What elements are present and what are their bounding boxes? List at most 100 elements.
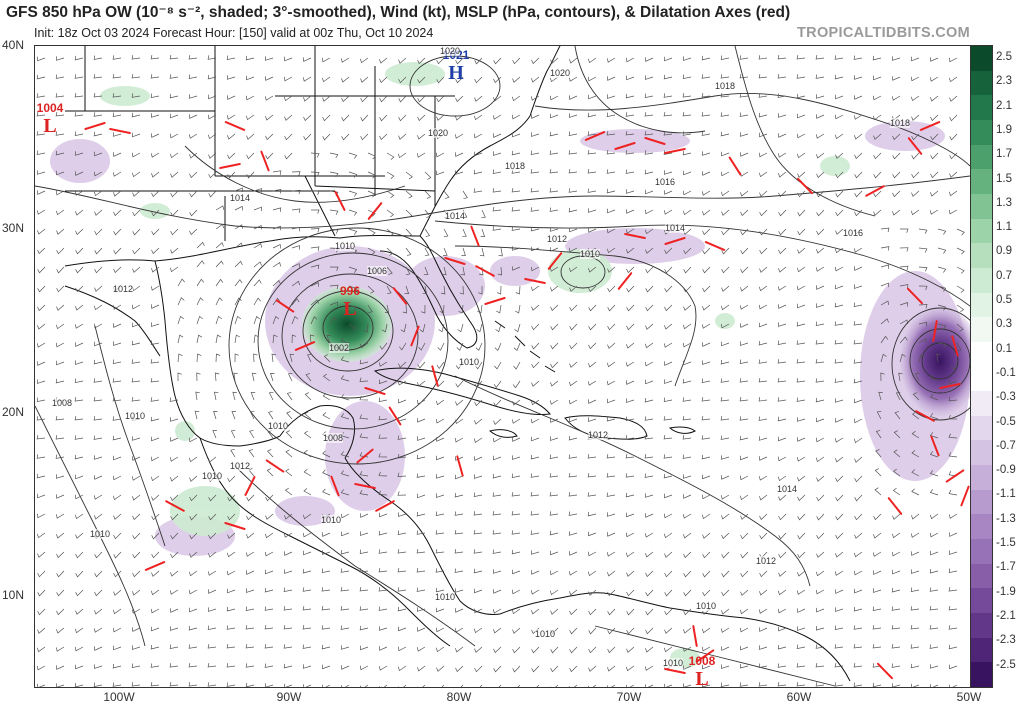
dilatation-axis-segment [84,122,106,130]
wind-barb [739,304,749,310]
wind-barb [36,209,46,215]
wind-barb [606,473,616,478]
dilatation-axis-segment [695,649,715,663]
wind-barb [291,189,301,195]
wind-barb [815,321,825,327]
wind-barb [644,342,654,349]
wind-barb [131,456,141,461]
wind-barb [815,456,825,463]
wind-barb [359,489,369,496]
wind-barb [397,587,407,592]
wind-barb [177,353,183,363]
wind-barb [568,150,578,155]
dilatation-axis-segment [614,142,636,150]
wind-barb [645,285,654,293]
wind-barb [682,494,692,499]
wind-barb [530,169,540,174]
wind-barb [253,188,262,193]
wind-barb [739,171,749,177]
wind-barb [606,188,616,194]
wind-barb [645,589,654,597]
wind-barb [664,551,673,558]
wind-barb [853,570,863,576]
wind-barb [492,226,502,231]
wind-barb [948,606,958,611]
wind-barb [918,266,928,272]
wind-barb [420,304,426,314]
colorbar-tick-label: -0.7 [996,439,1016,452]
wind-barb [455,399,464,406]
wind-barb [248,449,255,458]
wind-barb [956,323,964,332]
isobar-label: 1014 [665,223,686,233]
wind-barb [75,589,84,597]
wind-barb [367,304,373,314]
wind-barb [268,410,274,420]
wind-barb [55,513,65,519]
wind-barb [417,493,426,499]
wind-barb [569,342,578,350]
wind-barb [720,494,730,500]
wind-barb [455,170,464,175]
wind-barb [249,410,255,420]
wind-barb [739,132,749,137]
wind-barb [493,380,502,388]
wind-barb [113,266,122,274]
wind-barb [625,492,635,498]
colorbar-tick-label: -2.1 [996,609,1016,622]
wind-barb [914,372,920,382]
wind-barb [893,468,901,477]
wind-barb [816,303,825,308]
wind-barb [253,206,262,212]
wind-barb [416,549,426,554]
wind-barb [816,171,825,179]
wind-barb [170,171,179,178]
wind-barb [512,455,521,460]
wind-barb [587,112,597,118]
wind-barb [246,133,255,140]
wind-barb [816,417,825,423]
wind-barb [55,323,65,330]
wind-barb [929,568,939,574]
wind-barb [150,416,160,422]
wind-barb [454,492,464,498]
wind-barb [323,354,331,363]
wind-barb [113,645,122,651]
wind-barb [340,57,350,63]
isobar-label: 1020 [428,128,449,138]
wind-barb [322,469,331,477]
wind-barb [474,418,483,425]
wind-barb [112,627,122,633]
wind-barb [169,133,179,139]
wind-barb [929,625,939,630]
wind-barb [853,55,863,60]
wind-barb [645,323,654,330]
dilatation-axis-segment [224,522,246,530]
wind-barb [196,353,202,363]
wind-barb [74,131,84,137]
wind-barb [398,626,407,632]
wind-barb [227,494,236,502]
dilatation-axis-segment [470,225,480,247]
wind-barb [777,416,787,422]
wind-barb [918,353,925,363]
wind-barb [226,682,236,687]
wind-barb [283,76,293,82]
wind-barb [94,266,103,274]
wind-barb [701,112,711,117]
wind-barb [227,588,236,594]
wind-barb [664,304,673,312]
wind-barb [701,627,711,634]
wind-barb [112,171,122,177]
wind-barb [777,152,787,158]
wind-barb [606,492,616,497]
wind-barb [797,171,806,178]
wind-barb [796,663,806,668]
colorbar-tick-label: 1.5 [996,172,1012,185]
weather-map: 1004 L 1021 H 996 L 1008 L 1020 1020 101… [34,45,971,688]
wind-barb [283,532,293,538]
wind-barb [512,569,521,575]
dilatation-axis-segment [431,365,439,387]
wind-barb [226,663,236,668]
wind-barb [759,209,768,217]
